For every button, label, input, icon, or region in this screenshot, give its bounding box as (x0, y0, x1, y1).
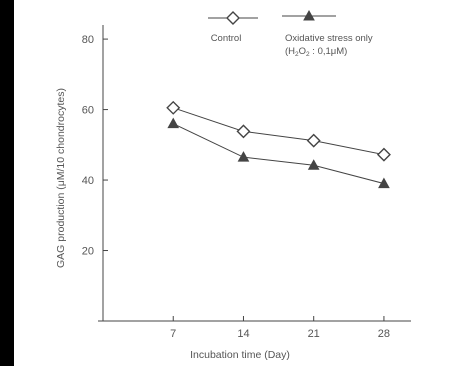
x-tick-label: 28 (378, 328, 390, 340)
legend: Control Oxidative stress only (H2O2 : 0,… (208, 9, 373, 58)
data-point-oxidative (378, 177, 390, 189)
x-axis-label: Incubation time (Day) (190, 349, 290, 361)
legend-label-control: Control (211, 33, 242, 44)
series-line-control (173, 107, 385, 156)
data-point-oxidative (307, 159, 320, 170)
y-axis-label: GAG production (μM/10 chondrocytes) (55, 88, 67, 268)
legend-label-oxidative: Oxidative stress only (285, 33, 373, 44)
data-point-control (236, 124, 251, 139)
chart-canvas: 20 40 60 80 7 14 21 28 Incubation time (Day) G… (14, 0, 449, 366)
data-point-control (166, 100, 181, 115)
data-point-oxidative (167, 117, 180, 129)
data-point-oxidative (237, 151, 250, 162)
series-line-oxidative (173, 123, 385, 185)
x-tick-label: 7 (170, 328, 176, 340)
legend-label-concentration: (H2O2 : 0,1μM) (285, 46, 347, 58)
y-tick-label: 60 (82, 105, 94, 117)
x-tick-label: 21 (308, 328, 320, 340)
legend-marker-oxidative (303, 9, 315, 21)
data-point-control (376, 147, 391, 162)
x-tick-label: 14 (237, 328, 249, 340)
y-tick-label: 80 (82, 34, 94, 46)
data-point-control (306, 133, 321, 148)
y-tick-label: 20 (82, 246, 94, 258)
legend-marker-control (226, 11, 240, 25)
gag-production-chart: 20 40 60 80 7 14 21 28 Incubation time (Day) G… (55, 9, 411, 361)
y-tick-label: 40 (82, 175, 94, 187)
